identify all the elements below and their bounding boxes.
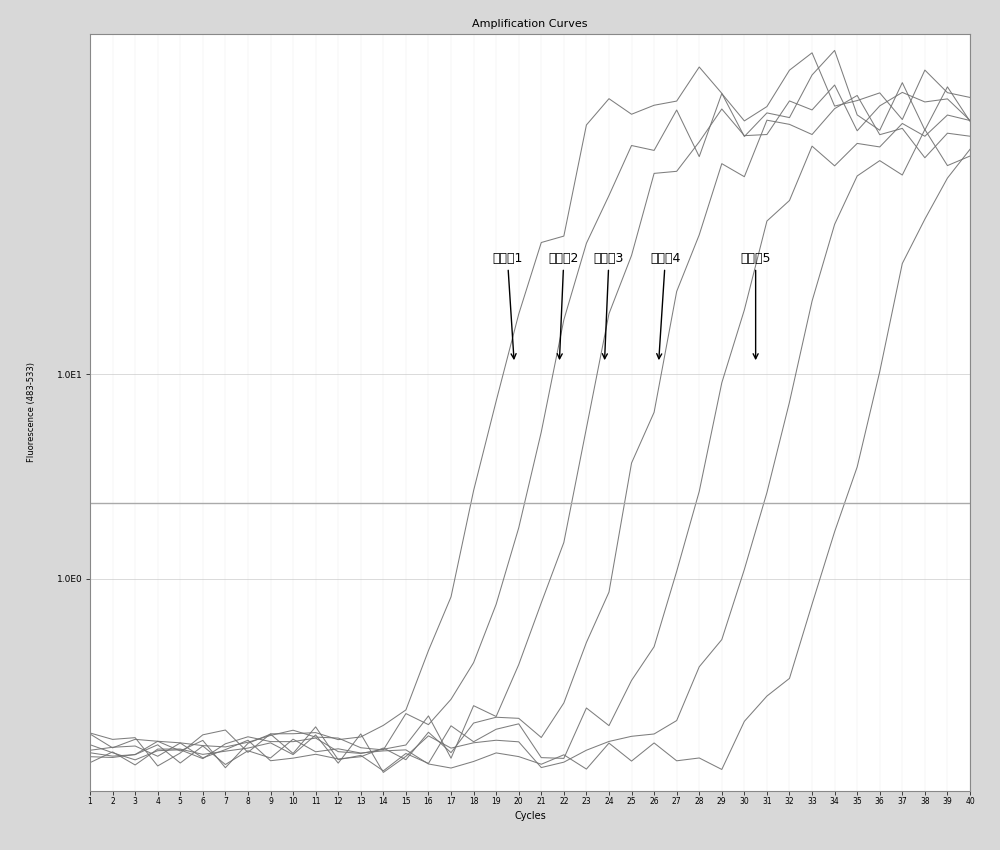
Y-axis label: Fluorescence (483-533): Fluorescence (483-533) <box>27 362 36 462</box>
Text: 标准哈4: 标准哈4 <box>650 252 681 359</box>
Text: 标准哈3: 标准哈3 <box>594 252 624 359</box>
Text: 标准哈2: 标准哈2 <box>549 252 579 359</box>
Text: 标准哈5: 标准哈5 <box>740 252 771 359</box>
Text: 标准哈1: 标准哈1 <box>492 252 523 359</box>
Title: Amplification Curves: Amplification Curves <box>472 19 588 29</box>
X-axis label: Cycles: Cycles <box>514 811 546 820</box>
